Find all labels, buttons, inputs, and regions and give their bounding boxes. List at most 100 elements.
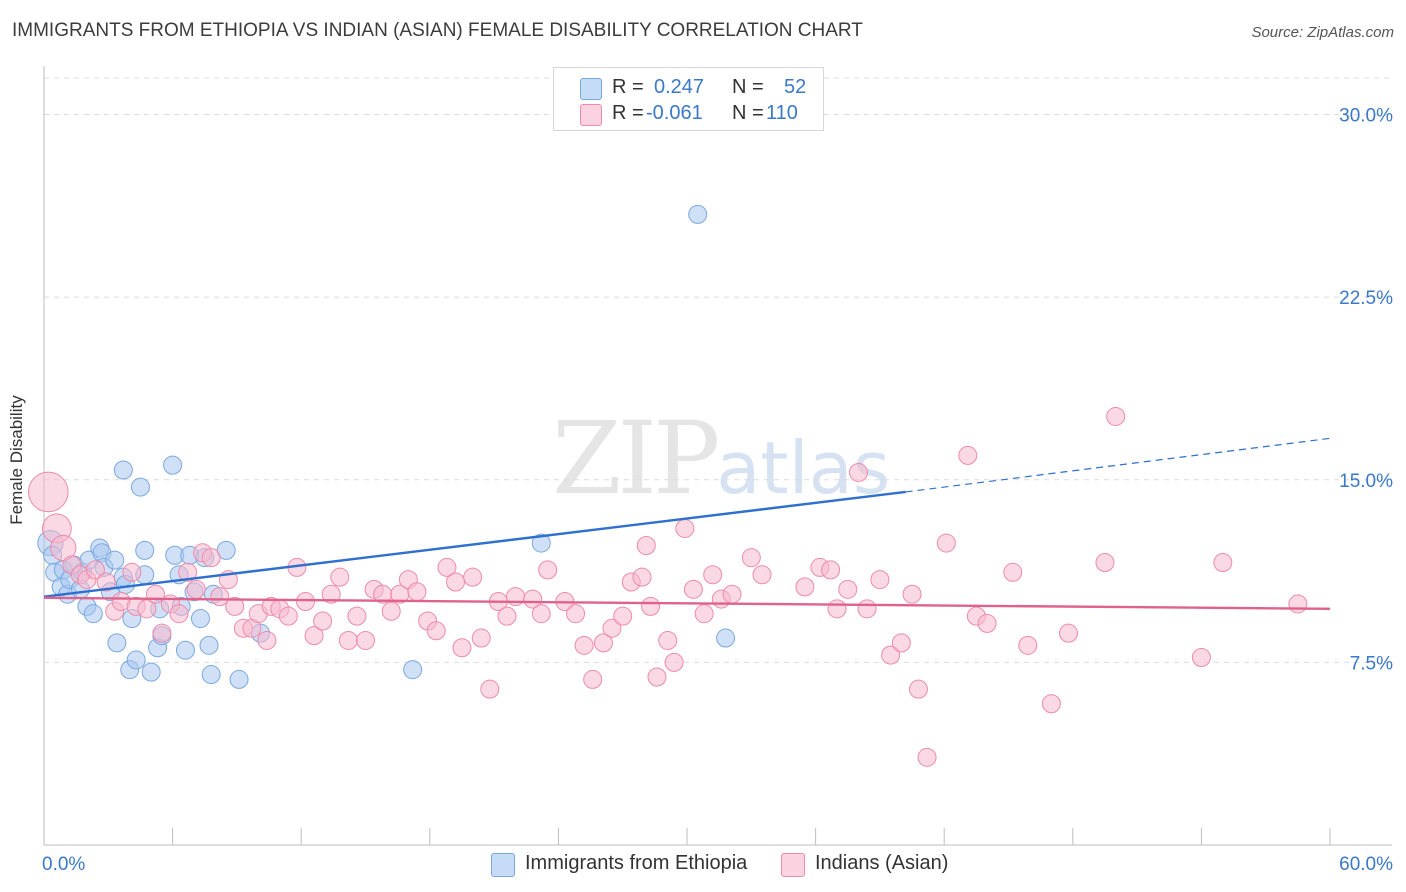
data-points [27, 204, 1308, 767]
trend-line-indians [43, 596, 1331, 611]
point-ethiopia [135, 540, 155, 560]
ethiopia-swatch [580, 78, 602, 100]
point-indians [497, 606, 517, 626]
point-indians [1003, 562, 1023, 582]
point-ethiopia [163, 455, 183, 475]
point-indians [381, 601, 401, 621]
y-tick-label: 22.5% [1339, 288, 1393, 309]
point-indians [50, 534, 77, 562]
point-indians [583, 669, 603, 689]
point-indians [1106, 406, 1126, 426]
point-indians [321, 584, 341, 604]
point-indians [338, 630, 358, 650]
source-label: Source: ZipAtlas.com [1251, 24, 1394, 41]
point-indians [96, 572, 116, 592]
n-label: N = [732, 102, 764, 124]
point-indians [703, 565, 723, 585]
point-indians [152, 623, 172, 643]
point-indians [741, 548, 761, 568]
point-ethiopia [190, 609, 210, 629]
point-indians [531, 604, 551, 624]
point-indians [881, 645, 901, 665]
trend-line-ethiopia [43, 490, 906, 598]
r-value: -0.061 [646, 102, 703, 124]
point-indians [1018, 635, 1038, 655]
point-indians [452, 638, 472, 658]
point-ethiopia [716, 628, 736, 648]
point-indians [1059, 623, 1079, 643]
point-indians [463, 567, 483, 587]
point-indians [574, 635, 594, 655]
n-label: N = [732, 76, 764, 98]
point-indians [658, 630, 678, 650]
trend-lines [43, 437, 1331, 611]
point-indians [313, 611, 333, 631]
point-indians [225, 596, 245, 616]
point-ethiopia [688, 204, 708, 224]
point-indians [1095, 553, 1115, 573]
point-indians [593, 633, 613, 653]
r-value: 0.247 [654, 76, 705, 98]
point-indians [295, 592, 315, 612]
stats-legend: R = 0.247 N = 52 R = -0.061 N = 110 [553, 67, 824, 131]
point-ethiopia [175, 640, 195, 660]
point-indians [675, 518, 695, 538]
watermark-zip: ZIP [552, 400, 720, 517]
r-label: R = [612, 102, 644, 124]
point-indians [636, 536, 656, 556]
point-indians [480, 679, 500, 699]
point-ethiopia [199, 635, 219, 655]
point-indians [257, 630, 277, 650]
point-indians [178, 562, 198, 582]
point-indians [838, 579, 858, 599]
point-indians [683, 579, 703, 599]
point-indians [848, 462, 868, 482]
point-ethiopia [229, 669, 249, 689]
point-indians [641, 596, 661, 616]
point-indians [602, 618, 622, 638]
point-indians [752, 565, 772, 585]
legend-label: Immigrants from Ethiopia [525, 852, 748, 874]
point-ethiopia [201, 665, 221, 685]
point-ethiopia [403, 660, 423, 680]
point-indians [186, 579, 206, 599]
point-ethiopia [113, 460, 133, 480]
y-tick-label: 7.5% [1350, 653, 1393, 674]
point-ethiopia [130, 477, 150, 497]
point-ethiopia [141, 662, 161, 682]
point-indians [917, 747, 937, 767]
series-legend: Immigrants from Ethiopia Indians (Asian) [0, 852, 1406, 878]
legend-label: Indians (Asian) [815, 852, 949, 874]
point-indians [278, 606, 298, 626]
point-indians [891, 633, 911, 653]
stats-row-indians: R = -0.061 N = 110 [554, 102, 823, 128]
y-tick-label: 15.0% [1339, 471, 1393, 492]
point-ethiopia [105, 550, 125, 570]
chart-title: IMMIGRANTS FROM ETHIOPIA VS INDIAN (ASIA… [12, 20, 863, 41]
point-indians [210, 587, 230, 607]
tick-labels: 7.5% 15.0% 22.5% 30.0% 0.0% 60.0% [42, 106, 1393, 875]
point-indians [523, 589, 543, 609]
point-indians [471, 628, 491, 648]
point-ethiopia [107, 633, 127, 653]
point-indians [647, 667, 667, 687]
point-indians [613, 606, 633, 626]
r-label: R = [612, 76, 644, 98]
point-indians [407, 582, 427, 602]
point-indians [538, 560, 558, 580]
point-indians [566, 604, 586, 624]
y-tick-label: 30.0% [1339, 106, 1393, 127]
point-indians [356, 630, 375, 650]
point-indians [446, 572, 466, 592]
point-indians [426, 621, 446, 641]
point-indians [330, 567, 350, 587]
ethiopia-swatch [491, 853, 515, 877]
point-indians [821, 560, 841, 580]
point-indians [795, 577, 815, 597]
point-indians [722, 584, 742, 604]
point-indians [694, 604, 714, 624]
point-indians [632, 567, 652, 587]
point-indians [437, 557, 457, 577]
point-indians [1213, 553, 1233, 573]
point-indians [857, 599, 877, 619]
